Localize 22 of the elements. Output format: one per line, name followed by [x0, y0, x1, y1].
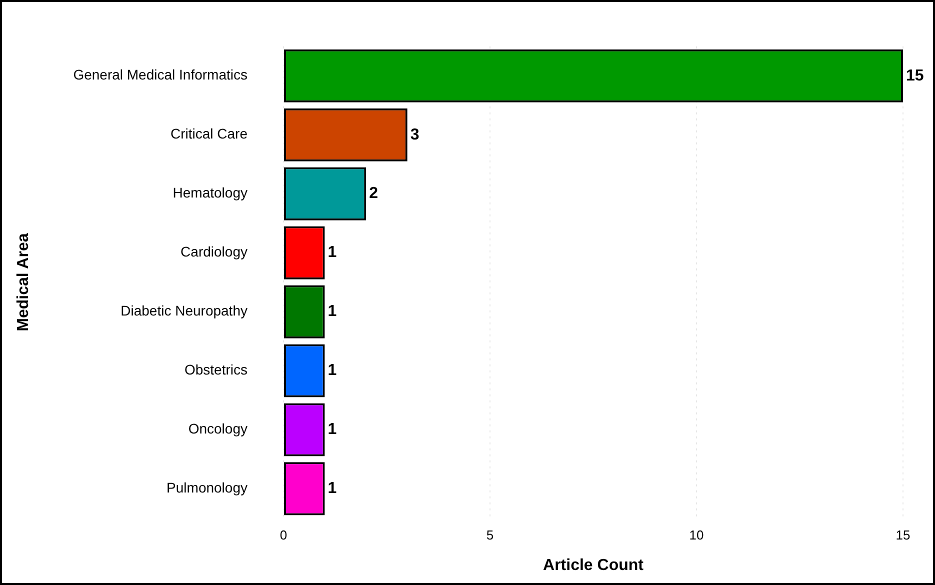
y-tick-label: Pulmonology — [166, 480, 248, 496]
x-tick-label: 10 — [689, 528, 704, 543]
data-label: 2 — [369, 185, 378, 202]
y-tick-label: Hematology — [172, 184, 248, 201]
y-tick-label: Oncology — [188, 420, 248, 437]
data-label: 1 — [328, 303, 337, 320]
x-tick-label: 15 — [896, 528, 910, 543]
data-label: 1 — [328, 480, 337, 498]
x-tick-label: 0 — [280, 528, 288, 543]
data-label: 1 — [328, 244, 337, 262]
y-tick-label: Critical Care — [170, 126, 248, 142]
data-label: 1 — [328, 421, 337, 438]
y-tick-label: Cardiology — [180, 244, 248, 260]
data-label: 1 — [328, 362, 337, 380]
data-label: 3 — [410, 126, 420, 144]
y-tick-label: General Medical Informatics — [73, 66, 248, 83]
y-tick-label: Obstetrics — [184, 362, 248, 378]
data-label: 15 — [906, 67, 924, 84]
y-tick-label: Diabetic Neuropathy — [120, 302, 248, 319]
x-axis-title: Article Count — [543, 556, 644, 574]
x-tick-label: 5 — [486, 528, 494, 543]
y-axis-title: Medical Area — [15, 233, 32, 332]
